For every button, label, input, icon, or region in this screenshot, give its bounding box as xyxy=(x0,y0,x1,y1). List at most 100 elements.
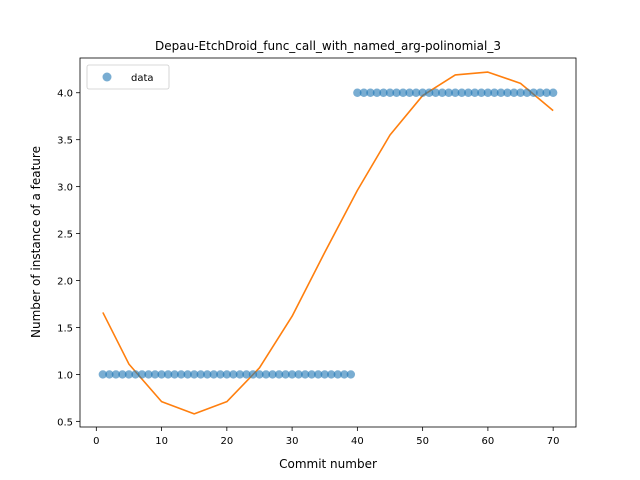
data-point xyxy=(340,370,349,379)
data-point xyxy=(144,370,153,379)
data-point xyxy=(176,370,186,379)
data-point xyxy=(229,370,238,379)
data-point xyxy=(535,88,545,97)
data-point xyxy=(124,370,134,379)
data-point xyxy=(150,370,160,379)
data-point xyxy=(190,370,199,379)
points-layer xyxy=(98,88,558,379)
y-tick-label: 1.5 xyxy=(57,323,73,334)
data-point xyxy=(196,370,205,379)
legend-label-data: data xyxy=(131,73,154,84)
data-point xyxy=(529,88,538,97)
x-tick-label: 50 xyxy=(416,436,429,447)
fit-layer xyxy=(102,71,554,415)
data-point xyxy=(163,370,173,379)
data-point xyxy=(353,88,362,97)
data-point xyxy=(248,370,258,379)
data-point xyxy=(281,370,290,379)
data-point xyxy=(359,88,369,97)
data-point xyxy=(235,370,245,379)
data-point xyxy=(137,370,147,379)
y-tick-label: 4.0 xyxy=(57,89,73,100)
y-tick-label: 3.5 xyxy=(57,136,73,147)
data-point xyxy=(242,370,251,379)
x-tick-label: 60 xyxy=(482,436,495,447)
data-point xyxy=(379,88,388,97)
data-point xyxy=(548,88,558,97)
data-point xyxy=(255,370,264,379)
data-point xyxy=(333,370,342,379)
axes-frame xyxy=(79,57,577,428)
data-point xyxy=(503,88,512,97)
plot-area xyxy=(98,71,558,415)
x-tick-label: 30 xyxy=(286,436,299,447)
data-point xyxy=(451,88,460,97)
x-tick-label: 20 xyxy=(220,436,233,447)
data-point xyxy=(372,88,382,97)
x-tick-label: 0 xyxy=(93,436,99,447)
data-point xyxy=(131,370,140,379)
data-point xyxy=(509,88,519,97)
data-point xyxy=(438,88,447,97)
data-point xyxy=(470,88,480,97)
x-axis-label: Commit number xyxy=(279,457,377,471)
legend-marker-data xyxy=(102,72,112,82)
data-point xyxy=(268,370,277,379)
data-point xyxy=(444,88,453,97)
data-point xyxy=(320,370,329,379)
y-axis-label: Number of instance of a feature xyxy=(29,146,43,338)
data-point xyxy=(170,370,179,379)
data-point xyxy=(209,370,218,379)
data-point xyxy=(346,370,356,379)
data-point xyxy=(490,88,499,97)
data-point xyxy=(366,88,375,97)
data-point xyxy=(424,88,434,97)
legend-box xyxy=(86,64,170,90)
y-tick-label: 2.0 xyxy=(57,277,73,288)
data-point xyxy=(274,370,284,379)
data-point xyxy=(464,88,473,97)
data-point xyxy=(111,370,121,379)
data-point xyxy=(294,370,303,379)
data-point xyxy=(327,370,336,379)
data-point xyxy=(118,370,127,379)
data-point xyxy=(411,88,421,97)
y-tick-label: 3.0 xyxy=(57,183,73,194)
legend: data xyxy=(86,64,170,90)
data-point xyxy=(516,88,525,97)
data-point xyxy=(222,370,232,379)
fit-line xyxy=(102,71,554,415)
y-tick-label: 1.0 xyxy=(57,370,73,381)
data-point xyxy=(157,370,166,379)
chart-title: Depau-EtchDroid_func_call_with_named_arg… xyxy=(155,39,501,53)
data-point xyxy=(183,370,192,379)
data-point xyxy=(477,88,486,97)
data-point xyxy=(392,88,401,97)
data-point xyxy=(522,88,532,97)
data-point xyxy=(542,88,551,97)
data-point xyxy=(287,370,297,379)
data-point xyxy=(398,88,408,97)
x-tick-label: 10 xyxy=(155,436,168,447)
data-point xyxy=(105,370,114,379)
x-axis-ticks: 0 10 20 30 40 50 60 70 xyxy=(93,427,560,447)
y-tick-label: 2.5 xyxy=(57,230,73,241)
y-axis-ticks: 0.5 1.0 1.5 2.0 2.5 3.0 3.5 4.0 xyxy=(57,89,80,428)
data-point xyxy=(405,88,414,97)
data-point xyxy=(300,370,310,379)
y-tick-label: 0.5 xyxy=(57,417,73,428)
data-point xyxy=(385,88,395,97)
data-point xyxy=(307,370,316,379)
data-point xyxy=(261,370,271,379)
data-point xyxy=(496,88,506,97)
data-point xyxy=(431,88,440,97)
x-tick-label: 70 xyxy=(547,436,560,447)
data-point xyxy=(98,370,108,379)
data-point xyxy=(314,370,323,379)
data-point xyxy=(418,88,427,97)
data-point xyxy=(457,88,466,97)
data-point xyxy=(203,370,212,379)
data-point xyxy=(483,88,493,97)
data-point xyxy=(216,370,225,379)
